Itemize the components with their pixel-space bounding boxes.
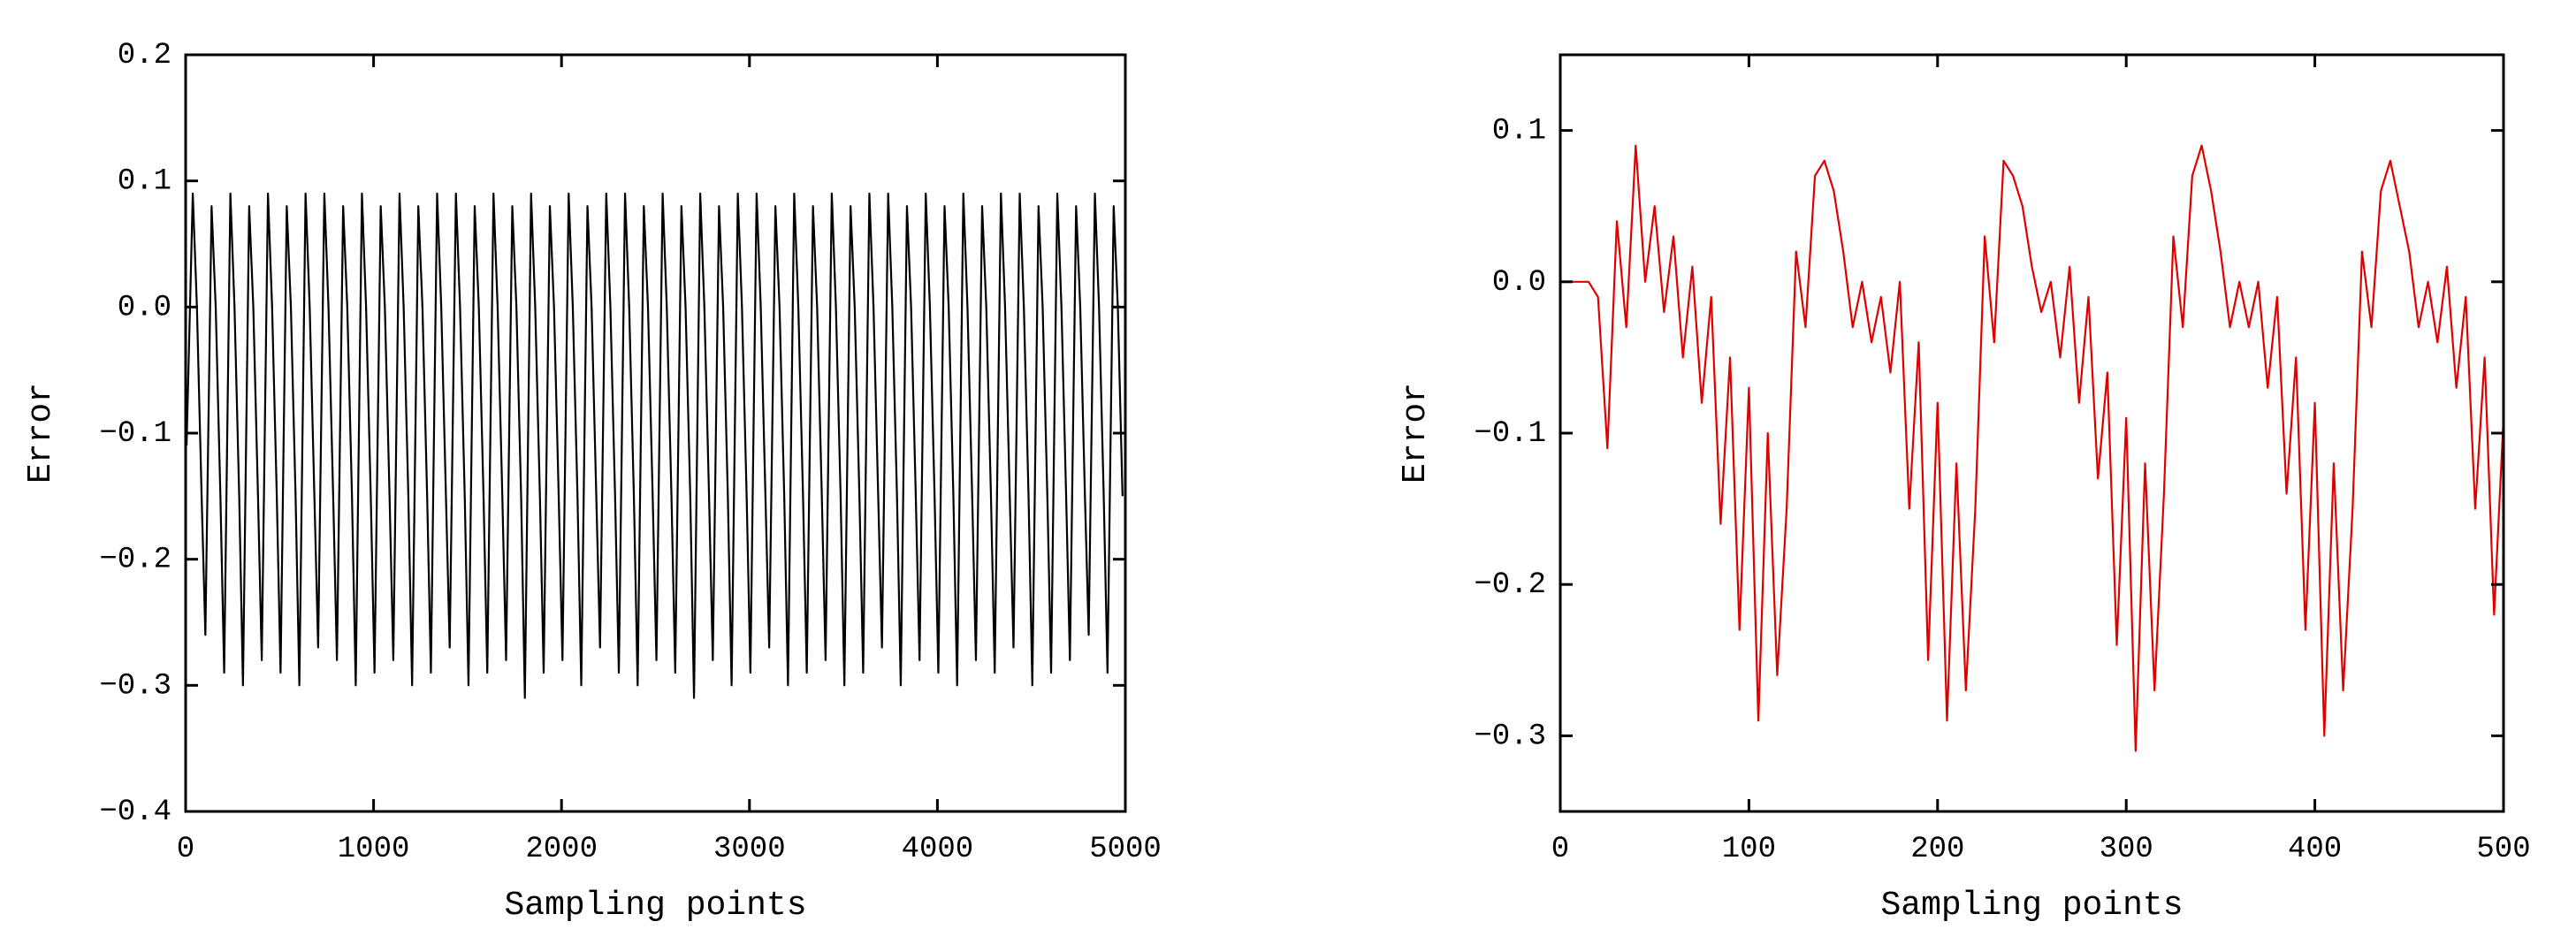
- y-tick-label: −0.2: [99, 544, 171, 577]
- y-tick-label: 0.0: [118, 291, 171, 324]
- x-tick-label: 1000: [338, 833, 410, 866]
- y-axis-title: Error: [22, 383, 60, 484]
- x-tick-label: 0: [1551, 833, 1569, 866]
- x-tick-label: 2000: [525, 833, 598, 866]
- y-tick-label: −0.1: [1474, 417, 1546, 451]
- y-tick-label: −0.3: [99, 669, 171, 703]
- x-axis-title: Sampling points: [504, 887, 806, 925]
- y-tick-label: 0.2: [118, 39, 171, 72]
- y-tick-label: −0.3: [1474, 720, 1546, 753]
- y-tick-label: 0.1: [1492, 115, 1546, 149]
- x-tick-label: 500: [2476, 833, 2530, 866]
- y-tick-label: −0.2: [1474, 568, 1546, 602]
- x-axis-title: Sampling points: [1880, 887, 2183, 925]
- x-tick-label: 5000: [1089, 833, 1162, 866]
- y-tick-label: 0.1: [118, 165, 171, 199]
- data-line: [185, 192, 1124, 699]
- x-tick-label: 4000: [902, 833, 974, 866]
- x-tick-label: 300: [2100, 833, 2153, 866]
- y-tick-label: 0.0: [1492, 266, 1546, 300]
- y-axis-title: Error: [1397, 383, 1435, 484]
- y-tick-label: −0.4: [99, 796, 171, 829]
- x-tick-label: 0: [177, 833, 194, 866]
- y-tick-label: −0.1: [99, 417, 171, 451]
- x-tick-label: 3000: [713, 833, 786, 866]
- plot-frame: [184, 53, 1127, 813]
- data-line: [1560, 144, 2505, 752]
- plot-frame: [1559, 53, 2505, 813]
- x-tick-label: 400: [2288, 833, 2342, 866]
- x-tick-label: 200: [1910, 833, 1964, 866]
- x-tick-label: 100: [1722, 833, 1776, 866]
